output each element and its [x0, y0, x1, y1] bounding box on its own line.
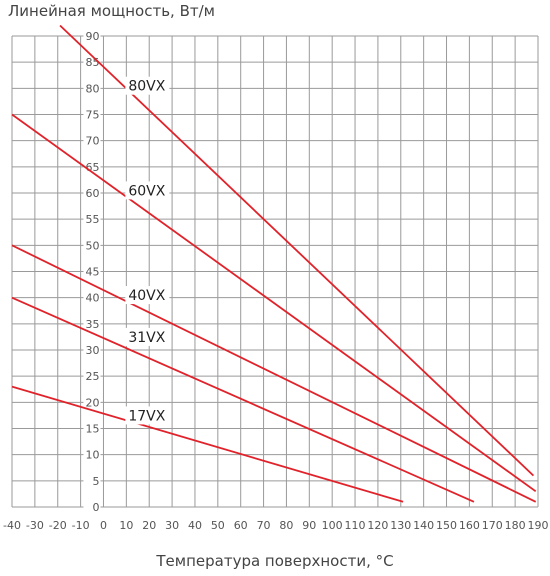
y-tick-label-background [83, 316, 101, 331]
x-tick-label: 110 [345, 519, 366, 532]
y-tick-label: 35 [85, 318, 99, 331]
series-labels: 80VX 60VX 40VX 31VX 17VX [125, 76, 170, 425]
y-tick-label: 75 [85, 109, 99, 122]
y-tick-label-background [83, 395, 101, 410]
y-tick-label: 90 [85, 30, 99, 43]
x-tick-label: 70 [257, 519, 271, 532]
x-tick-label: 140 [413, 519, 434, 532]
x-tick-label: 130 [390, 519, 411, 532]
y-tick-label: 70 [85, 135, 99, 148]
y-tick-label-background [83, 447, 101, 462]
y-tick-label-background [83, 133, 101, 148]
series-line-17vx [11, 385, 404, 503]
x-tick-label: 120 [367, 519, 388, 532]
y-tick-label: 30 [85, 344, 99, 357]
y-tick-label: 40 [85, 292, 99, 305]
series-line-60vx [11, 113, 537, 493]
series-line-31vx [11, 296, 475, 503]
y-tick-label-background [83, 421, 101, 436]
x-tick-label: -20 [49, 519, 67, 532]
series-line-40vx [11, 244, 537, 503]
x-tick-label: 160 [459, 519, 480, 532]
series-label-60vx: 60VX [128, 183, 165, 199]
y-tick-label: 15 [85, 423, 99, 436]
y-tick-label-background [83, 159, 101, 174]
y-tick-label-background [83, 29, 101, 43]
x-tick-label: 40 [188, 519, 202, 532]
x-tick-label: 60 [234, 519, 248, 532]
x-tick-label: 100 [322, 519, 343, 532]
y-tick-label: 55 [85, 213, 99, 226]
x-tick-label: 80 [279, 519, 293, 532]
series-label-background [125, 327, 170, 346]
y-tick-label-background [83, 212, 101, 227]
series-label-background [125, 181, 170, 200]
y-tick-label: 5 [92, 475, 99, 488]
y-axis-title: Линейная мощность, Вт/м [8, 2, 215, 20]
y-tick-label-background [83, 369, 101, 384]
series-label-80vx: 80VX [128, 79, 165, 95]
x-tick-label: 0 [100, 519, 107, 532]
series-label-background [125, 76, 170, 95]
y-tick-label-background [83, 186, 101, 200]
y-tick-label: 80 [85, 82, 99, 95]
y-tick-label: 60 [85, 187, 99, 200]
series-lines [11, 24, 537, 503]
y-tick-label-background [83, 264, 101, 279]
x-tick-label: 190 [528, 519, 549, 532]
y-tick-label: 85 [85, 56, 99, 69]
y-tick-label: 20 [85, 396, 99, 409]
y-tick-label-background [83, 500, 101, 514]
x-tick-label: -30 [26, 519, 44, 532]
y-tick-label: 0 [92, 501, 99, 514]
y-tick-label: 45 [85, 266, 99, 279]
x-tick-label: 20 [142, 519, 156, 532]
tick-labels: -40 -30 -20 -10 0 10 20 30 40 50 60 70 80 90 100 110 120… [3, 29, 549, 532]
x-tick-label: -40 [3, 519, 21, 532]
x-tick-label: 150 [436, 519, 457, 532]
y-tick-label-background [83, 107, 101, 122]
x-tick-label: 180 [505, 519, 526, 532]
y-tick-label-background [83, 238, 101, 253]
x-tick-label: 10 [119, 519, 133, 532]
series-label-background [125, 406, 170, 425]
x-axis-title: Температура поверхности, °С [156, 552, 394, 570]
y-tick-label: 25 [85, 370, 99, 383]
series-label-40vx: 40VX [128, 288, 165, 304]
x-tick-label: 50 [211, 519, 225, 532]
y-tick-label-background [83, 290, 101, 305]
series-label-background [125, 286, 170, 305]
y-tick-label-background [83, 343, 101, 357]
y-tick-label-background [83, 55, 101, 70]
series-label-17vx: 17VX [128, 408, 165, 424]
y-tick-label-background [83, 473, 101, 488]
x-tick-label: 90 [302, 519, 316, 532]
y-tick-label: 50 [85, 239, 99, 252]
x-tick-label: 30 [165, 519, 179, 532]
x-tick-label: -10 [72, 519, 90, 532]
series-label-31vx: 31VX [128, 330, 165, 346]
y-tick-label: 10 [85, 449, 99, 462]
series-line-80vx [59, 24, 535, 477]
x-tick-label: 170 [482, 519, 503, 532]
y-tick-label-background [83, 81, 101, 96]
